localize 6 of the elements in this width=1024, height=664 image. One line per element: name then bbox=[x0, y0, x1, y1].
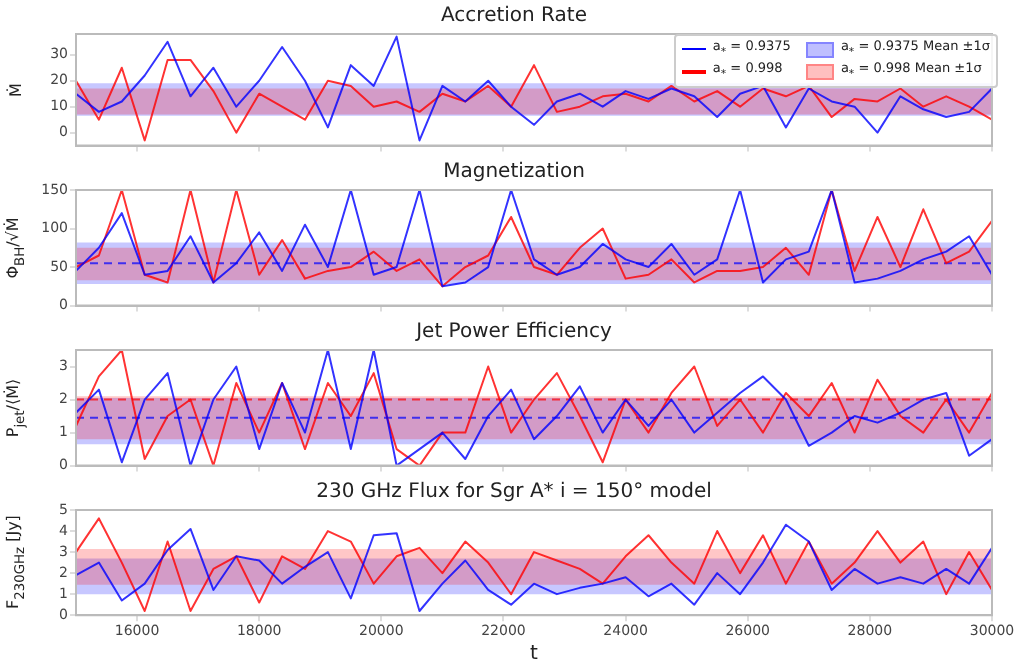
chart-title: 230 GHz Flux for Sgr A* i = 150° model bbox=[316, 481, 712, 504]
chart-title: Jet Power Efficiency bbox=[414, 321, 612, 344]
y-axis-title: Ṁ bbox=[7, 82, 25, 97]
x-axis-title: t bbox=[530, 643, 539, 664]
chart-title: Accretion Rate bbox=[441, 5, 587, 28]
chart-title: Magnetization bbox=[443, 161, 585, 184]
